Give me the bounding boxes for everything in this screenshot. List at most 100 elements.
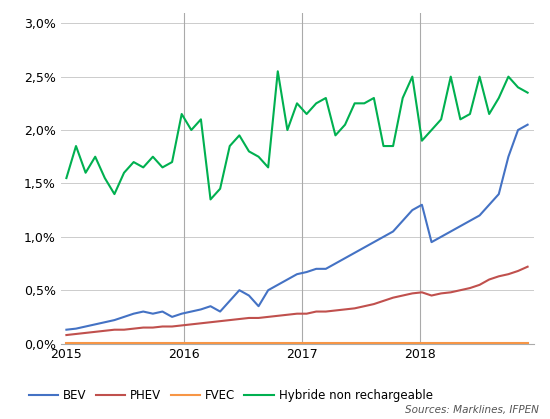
PHEV <box>130 326 137 331</box>
FVEC <box>419 340 425 345</box>
Hybride non rechargeable <box>361 101 367 106</box>
FVEC <box>505 340 512 345</box>
BEV <box>419 202 425 207</box>
PHEV <box>399 293 406 298</box>
BEV <box>524 122 531 127</box>
BEV <box>351 250 358 255</box>
BEV <box>322 266 329 272</box>
FVEC <box>361 340 367 345</box>
FVEC <box>390 340 397 345</box>
Hybride non rechargeable <box>399 96 406 101</box>
PHEV <box>515 269 521 274</box>
FVEC <box>496 340 502 345</box>
PHEV <box>322 309 329 314</box>
BEV <box>390 229 397 234</box>
BEV <box>73 326 79 331</box>
Hybride non rechargeable <box>140 165 146 170</box>
Hybride non rechargeable <box>73 144 79 149</box>
Hybride non rechargeable <box>371 96 377 101</box>
FVEC <box>169 340 175 345</box>
PHEV <box>332 308 339 313</box>
FVEC <box>438 340 444 345</box>
FVEC <box>351 340 358 345</box>
BEV <box>236 288 243 293</box>
FVEC <box>73 340 79 345</box>
PHEV <box>371 302 377 307</box>
Hybride non rechargeable <box>457 117 464 122</box>
Hybride non rechargeable <box>92 154 98 159</box>
Hybride non rechargeable <box>524 90 531 95</box>
PHEV <box>92 329 98 334</box>
Hybride non rechargeable <box>380 144 387 149</box>
FVEC <box>332 340 339 345</box>
BEV <box>140 309 146 314</box>
Hybride non rechargeable <box>409 74 416 79</box>
PHEV <box>265 314 272 319</box>
BEV <box>265 288 272 293</box>
FVEC <box>236 340 243 345</box>
FVEC <box>227 340 233 345</box>
FVEC <box>217 340 223 345</box>
Hybride non rechargeable <box>169 160 175 165</box>
Legend: BEV, PHEV, FVEC, Hybride non rechargeable: BEV, PHEV, FVEC, Hybride non rechargeabl… <box>29 389 433 402</box>
BEV <box>130 311 137 316</box>
PHEV <box>476 282 483 287</box>
PHEV <box>342 307 348 312</box>
Hybride non rechargeable <box>496 96 502 101</box>
Hybride non rechargeable <box>188 127 195 132</box>
FVEC <box>524 340 531 345</box>
BEV <box>178 311 185 316</box>
FVEC <box>92 340 98 345</box>
Hybride non rechargeable <box>486 111 492 116</box>
Hybride non rechargeable <box>448 74 454 79</box>
BEV <box>409 207 416 212</box>
PHEV <box>82 331 89 336</box>
FVEC <box>111 340 118 345</box>
FVEC <box>515 340 521 345</box>
BEV <box>227 298 233 303</box>
PHEV <box>246 316 252 321</box>
Hybride non rechargeable <box>255 154 262 159</box>
Hybride non rechargeable <box>246 149 252 154</box>
BEV <box>121 314 128 319</box>
FVEC <box>82 340 89 345</box>
PHEV <box>227 318 233 323</box>
Hybride non rechargeable <box>390 144 397 149</box>
Line: Hybride non rechargeable: Hybride non rechargeable <box>67 71 527 199</box>
FVEC <box>178 340 185 345</box>
PHEV <box>169 324 175 329</box>
BEV <box>246 293 252 298</box>
PHEV <box>236 316 243 321</box>
PHEV <box>188 322 195 327</box>
Hybride non rechargeable <box>322 96 329 101</box>
PHEV <box>303 311 310 316</box>
FVEC <box>121 340 128 345</box>
Hybride non rechargeable <box>428 127 435 132</box>
Hybride non rechargeable <box>82 170 89 175</box>
BEV <box>399 218 406 223</box>
BEV <box>303 269 310 274</box>
BEV <box>361 245 367 250</box>
FVEC <box>130 340 137 345</box>
Hybride non rechargeable <box>111 191 118 197</box>
PHEV <box>380 298 387 303</box>
BEV <box>150 311 156 316</box>
BEV <box>496 191 502 197</box>
BEV <box>197 307 204 312</box>
Hybride non rechargeable <box>227 144 233 149</box>
FVEC <box>246 340 252 345</box>
PHEV <box>140 325 146 330</box>
FVEC <box>303 340 310 345</box>
PHEV <box>419 290 425 295</box>
BEV <box>102 320 108 325</box>
Hybride non rechargeable <box>236 133 243 138</box>
Hybride non rechargeable <box>438 117 444 122</box>
Hybride non rechargeable <box>265 165 272 170</box>
Hybride non rechargeable <box>150 154 156 159</box>
PHEV <box>150 325 156 330</box>
PHEV <box>428 293 435 298</box>
Hybride non rechargeable <box>313 101 320 106</box>
PHEV <box>178 323 185 328</box>
BEV <box>294 272 300 277</box>
Hybride non rechargeable <box>466 111 473 116</box>
